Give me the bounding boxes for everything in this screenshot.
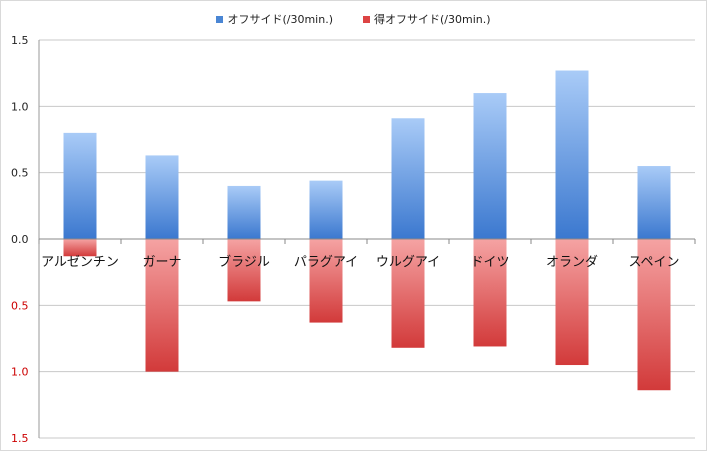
- bar-drawn-offside: [227, 239, 261, 302]
- bar-offside: [555, 70, 589, 239]
- legend-item-drawn-offside: 得オフサイド(/30min.): [363, 11, 491, 27]
- bar-drawn-offside: [555, 239, 589, 366]
- bar-drawn-offside: [637, 239, 671, 391]
- legend-label-offside: オフサイド(/30min.): [227, 13, 333, 26]
- y-tick-label: 0.5: [11, 167, 29, 180]
- bar-drawn-offside: [473, 239, 507, 347]
- legend-label-drawn-offside: 得オフサイド(/30min.): [374, 13, 491, 26]
- legend-swatch-offside: [216, 15, 224, 23]
- bar-offside: [391, 118, 425, 239]
- bar-offside: [227, 185, 261, 239]
- y-tick-label: 0.5: [11, 299, 29, 312]
- category-label: ブラジル: [218, 254, 270, 270]
- bar-offside: [145, 155, 179, 239]
- y-tick-label: 1.0: [11, 100, 29, 113]
- category-label: パラグアイ: [294, 255, 358, 270]
- y-tick-label: 0.0: [11, 233, 29, 246]
- bar-drawn-offside: [63, 239, 97, 257]
- legend: オフサイド(/30min.) 得オフサイド(/30min.): [1, 11, 706, 27]
- bar-drawn-offside: [391, 239, 425, 348]
- bar-offside: [473, 93, 507, 239]
- category-label: オランダ: [546, 255, 598, 270]
- bar-drawn-offside: [309, 239, 343, 323]
- category-label: スペイン: [628, 255, 679, 270]
- y-tick-label: 1.5: [11, 432, 29, 445]
- bar-offside: [309, 180, 343, 239]
- bar-offside: [63, 132, 97, 239]
- y-tick-label: 1.0: [11, 366, 29, 379]
- bar-drawn-offside: [145, 239, 179, 372]
- category-label: アルゼンチン: [41, 255, 119, 270]
- category-label: ドイツ: [470, 255, 509, 270]
- category-label: ウルグアイ: [376, 255, 440, 270]
- legend-item-offside: オフサイド(/30min.): [216, 11, 333, 27]
- y-tick-label: 1.5: [11, 34, 29, 47]
- legend-swatch-drawn-offside: [363, 15, 370, 23]
- bar-offside: [637, 166, 671, 239]
- category-label: ガーナ: [142, 255, 181, 270]
